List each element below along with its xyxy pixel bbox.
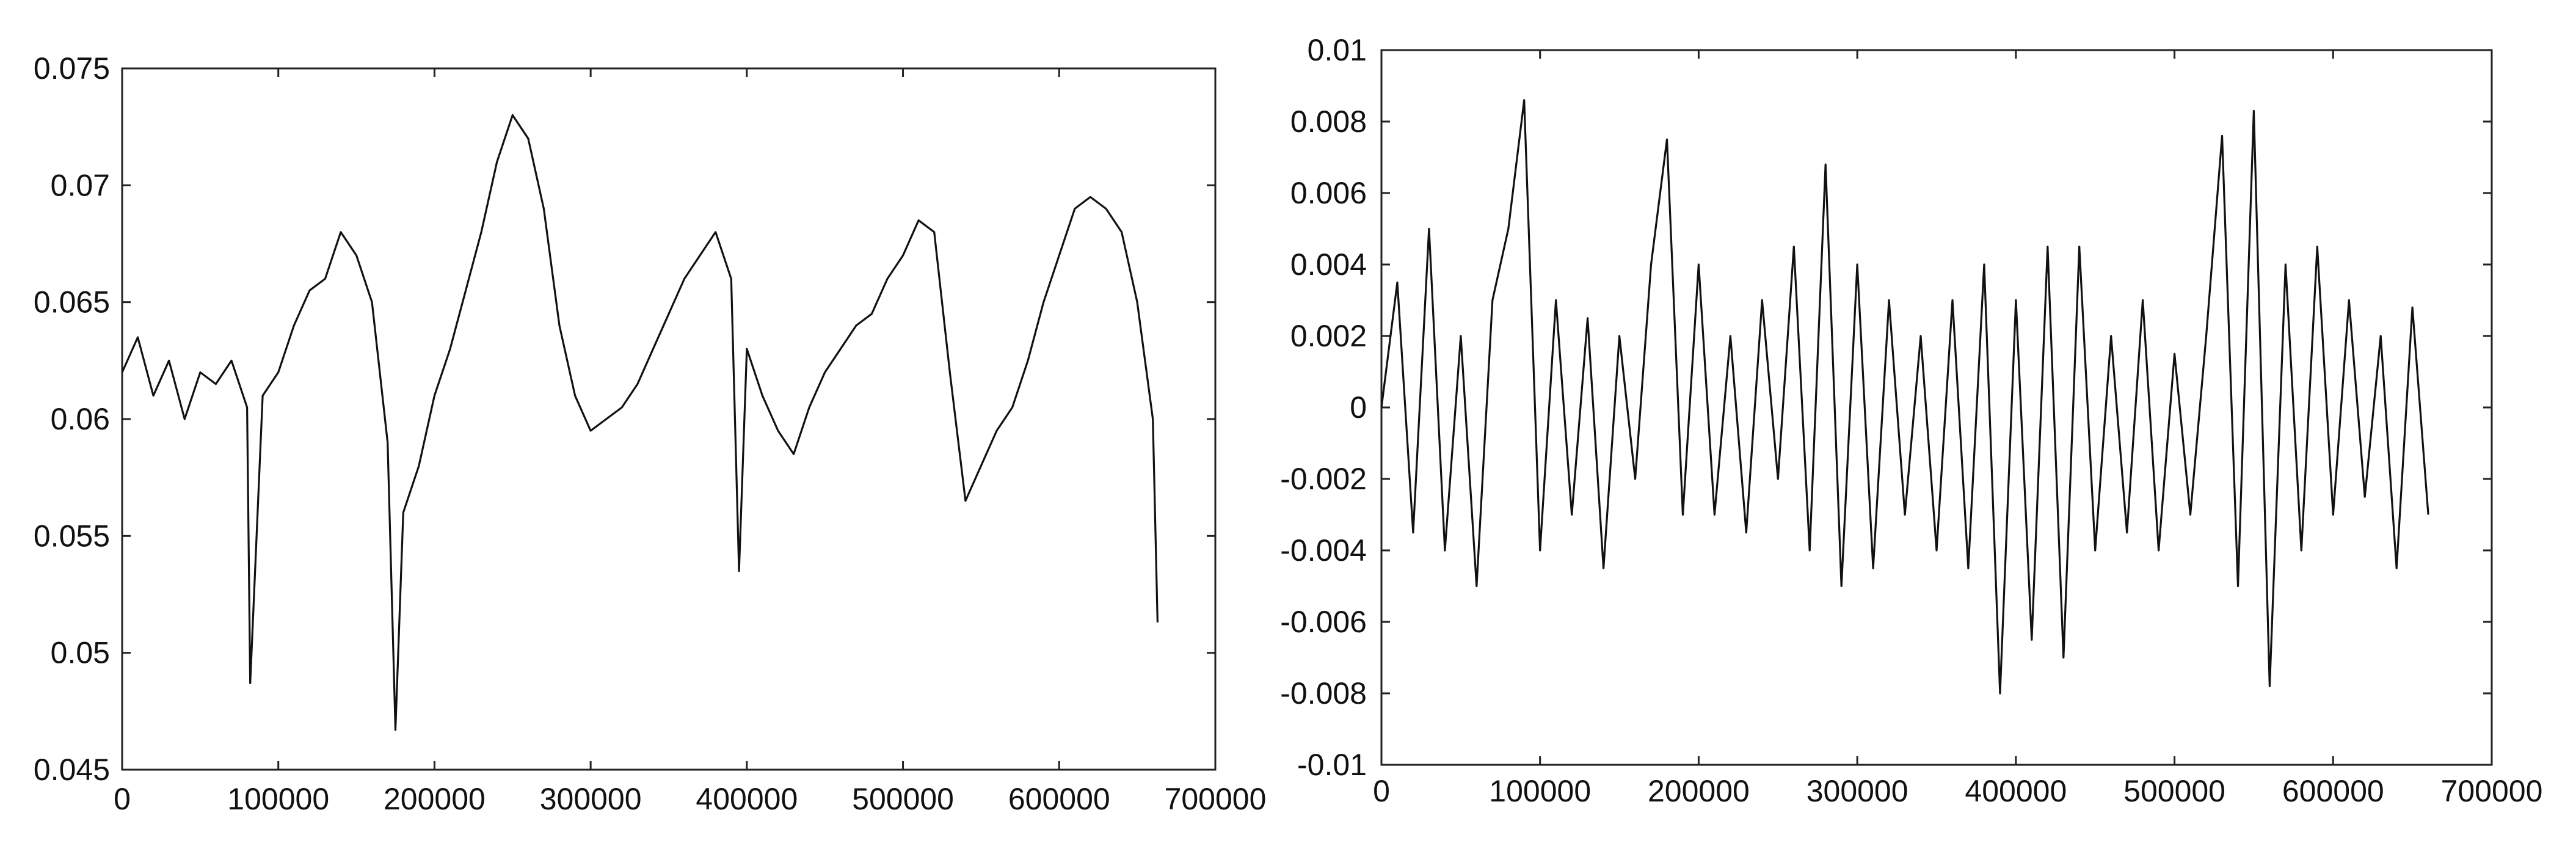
y-tick-label: 0.07 xyxy=(51,168,110,202)
x-tick-label: 100000 xyxy=(227,782,329,816)
y-tick-label: -0.006 xyxy=(1280,605,1367,639)
y-tick-label: 0.004 xyxy=(1290,247,1367,282)
chart-left-y-axis: 0.045 0.05 0.055 0.06 0.065 0.07 0.075 xyxy=(34,51,1215,787)
y-tick-label: 0.002 xyxy=(1290,319,1367,353)
chart-left-series-line xyxy=(121,114,1159,731)
y-tick-label: 0.01 xyxy=(1308,33,1367,67)
y-tick-label: -0.002 xyxy=(1280,462,1367,496)
x-tick-label: 400000 xyxy=(1965,774,2067,808)
x-tick-label: 300000 xyxy=(540,782,642,816)
chart-right-series-line xyxy=(1380,99,2429,695)
y-tick-label: 0.008 xyxy=(1290,104,1367,139)
y-tick-label: -0.008 xyxy=(1280,676,1367,710)
y-tick-label: 0 xyxy=(1350,390,1367,425)
chart-right: -0.01 -0.008 -0.006 -0.004 -0.002 0 0.002 0.004… xyxy=(1280,33,2542,808)
chart-right-y-axis: -0.01 -0.008 -0.006 -0.004 -0.002 0 0.002 0.004… xyxy=(1280,33,2492,782)
x-tick-label: 0 xyxy=(1373,774,1390,808)
y-tick-label: -0.01 xyxy=(1297,748,1367,782)
y-tick-label: -0.004 xyxy=(1280,533,1367,567)
y-tick-label: 0.06 xyxy=(51,402,110,436)
y-tick-label: 0.065 xyxy=(34,285,110,319)
x-tick-label: 700000 xyxy=(1165,782,1267,816)
y-tick-label: 0.055 xyxy=(34,519,110,553)
y-tick-label: 0.045 xyxy=(34,753,110,787)
x-tick-label: 700000 xyxy=(2441,774,2543,808)
y-tick-label: 0.006 xyxy=(1290,176,1367,210)
x-tick-label: 200000 xyxy=(384,782,486,816)
y-tick-label: 0.075 xyxy=(34,51,110,86)
x-tick-label: 500000 xyxy=(852,782,954,816)
x-tick-label: 600000 xyxy=(2282,774,2384,808)
x-tick-label: 200000 xyxy=(1648,774,1750,808)
x-tick-label: 300000 xyxy=(1806,774,1908,808)
x-tick-label: 500000 xyxy=(2123,774,2225,808)
x-tick-label: 100000 xyxy=(1489,774,1591,808)
x-tick-label: 0 xyxy=(114,782,131,816)
x-tick-label: 600000 xyxy=(1008,782,1110,816)
chart-left: 0.045 0.05 0.055 0.06 0.065 0.07 0.075 0 100000… xyxy=(34,51,1267,816)
y-tick-label: 0.05 xyxy=(51,636,110,670)
x-tick-label: 400000 xyxy=(696,782,798,816)
chart-left-x-axis: 0 100000 200000 300000 400000 500000 600000 700… xyxy=(114,68,1266,816)
chart-right-x-axis: 0 100000 200000 300000 400000 500000 600000 700… xyxy=(1373,50,2542,808)
